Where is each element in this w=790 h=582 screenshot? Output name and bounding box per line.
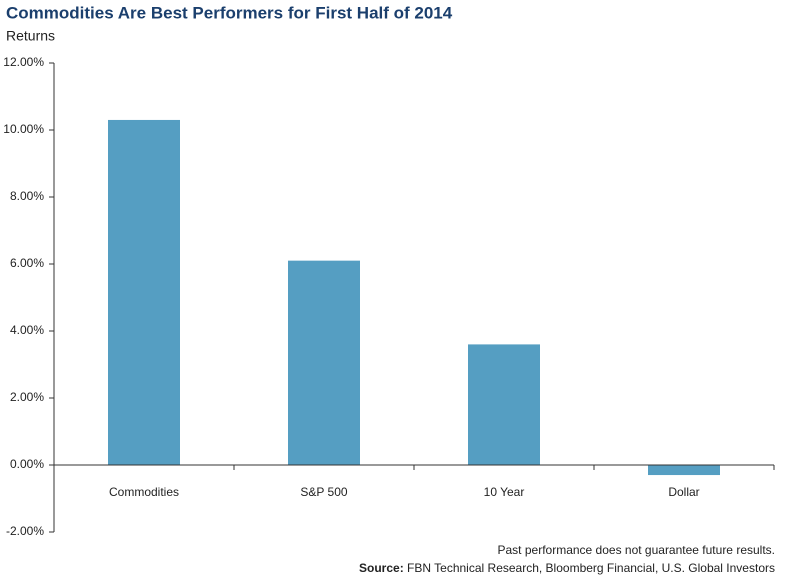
y-tick-label: 2.00% — [10, 390, 44, 404]
x-tick-label: S&P 500 — [300, 485, 347, 499]
source-label: Source: — [359, 561, 404, 575]
source-line: Source: FBN Technical Research, Bloomber… — [359, 561, 775, 575]
bar — [288, 260, 360, 465]
x-tick-label: Commodities — [109, 485, 179, 499]
bar — [468, 344, 540, 465]
y-tick-label: 4.00% — [10, 323, 44, 337]
footnote: Past performance does not guarantee futu… — [498, 543, 776, 557]
source-text: FBN Technical Research, Bloomberg Financ… — [407, 561, 775, 575]
chart-subtitle: Returns — [6, 28, 55, 44]
y-tick-label: 10.00% — [3, 122, 44, 136]
y-tick-label: -2.00% — [6, 524, 44, 538]
chart-title: Commodities Are Best Performers for Firs… — [6, 3, 453, 22]
y-tick-label: 6.00% — [10, 256, 44, 270]
bar — [108, 119, 180, 465]
x-tick-label: Dollar — [668, 485, 699, 499]
x-tick-label: 10 Year — [484, 485, 525, 499]
y-tick-label: 8.00% — [10, 189, 44, 203]
y-tick-label: 12.00% — [3, 55, 44, 69]
y-tick-label: 0.00% — [10, 457, 44, 471]
bar — [648, 465, 720, 476]
